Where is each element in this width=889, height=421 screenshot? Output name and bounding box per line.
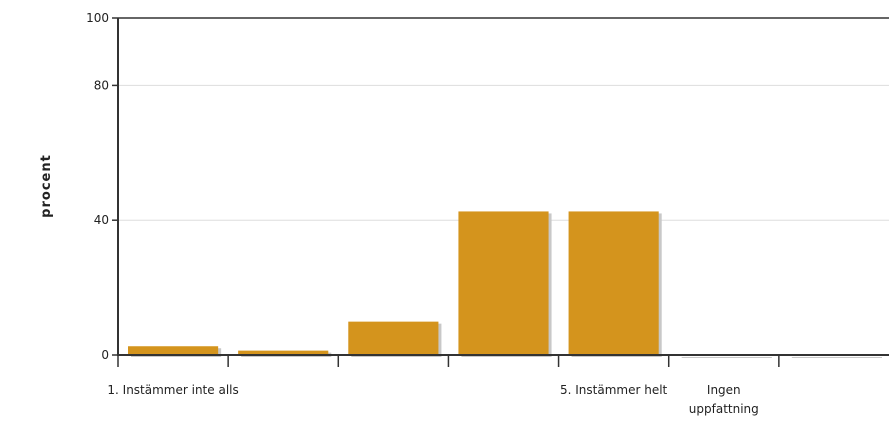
bar	[458, 211, 549, 355]
x-ticks: 1. Instämmer inte alls 5. Instämmer helt I…	[107, 355, 780, 416]
y-tick-label: 100	[86, 11, 109, 25]
bars	[128, 211, 882, 358]
x-tick-label: 5. Instämmer helt	[560, 383, 668, 397]
bar	[128, 346, 219, 355]
bar-shadow	[681, 357, 772, 358]
y-tick-label: 40	[94, 213, 109, 227]
axes	[117, 17, 889, 356]
bar	[568, 211, 659, 355]
y-ticks: 0 40 80 100	[86, 11, 118, 362]
x-tick-label: Ingen uppfattning	[689, 383, 759, 416]
grid-lines	[118, 84, 889, 221]
y-tick-label: 80	[94, 78, 109, 92]
x-tick-label: 1. Instämmer inte alls	[107, 383, 238, 397]
y-axis-label: procent	[39, 154, 54, 218]
bar-shadow	[791, 357, 882, 358]
bar	[348, 321, 439, 355]
bar	[238, 350, 329, 355]
y-tick-label: 0	[101, 348, 109, 362]
